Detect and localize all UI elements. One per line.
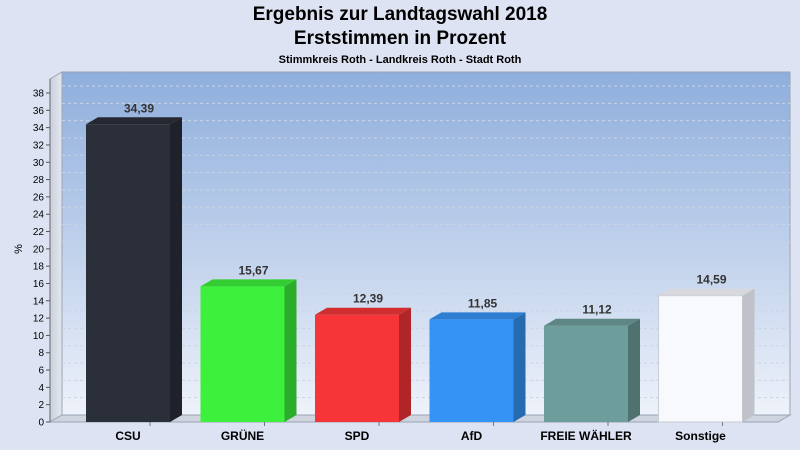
y-tick-label: 22: [33, 227, 45, 238]
bar-side: [284, 279, 297, 422]
y-tick-label: 24: [33, 210, 45, 221]
bar-top: [315, 307, 411, 315]
chart-subtitle: Erststimmen in Prozent: [293, 28, 507, 49]
y-tick-label: 18: [33, 262, 45, 273]
data-label: 34,39: [124, 101, 154, 115]
x-tick-label: Sonstige: [675, 429, 726, 443]
chart-title: Ergebnis zur Landtagswahl 2018: [252, 4, 548, 25]
y-tick-label: 28: [33, 175, 45, 186]
bar-top: [544, 318, 640, 326]
bar-side: [170, 117, 182, 422]
bar-side: [628, 318, 640, 422]
bar-sonstige: [658, 295, 743, 423]
x-tick-label: GRÜNE: [221, 428, 264, 443]
data-label: 11,85: [468, 296, 498, 310]
y-tick-label: 14: [33, 296, 45, 307]
y-tick-label: 8: [38, 348, 44, 359]
data-label: 14,59: [696, 273, 726, 287]
y-tick-label: 12: [33, 314, 45, 325]
left-wall: [49, 71, 63, 423]
data-label: 12,39: [353, 292, 383, 306]
x-tick-label: CSU: [115, 429, 140, 443]
y-tick-label: 32: [33, 140, 45, 151]
x-tick-label: SPD: [345, 429, 370, 443]
y-axis-label: %: [13, 244, 25, 254]
bar-afd: [429, 319, 514, 422]
chart-region: Stimmkreis Roth - Landkreis Roth - Stadt…: [278, 54, 522, 66]
bar-top: [658, 288, 755, 296]
bar-top: [429, 312, 526, 320]
bar-spd: [315, 314, 399, 422]
bar-top: [200, 279, 297, 287]
bar-csu: [86, 124, 170, 422]
x-tick-label: FREIE WÄHLER: [540, 428, 632, 443]
bar-freie-wähler: [544, 325, 628, 422]
y-tick-label: 26: [33, 192, 45, 203]
y-tick-label: 2: [38, 400, 44, 411]
y-tick-label: 38: [33, 89, 45, 100]
y-tick-label: 0: [38, 418, 44, 429]
bar-side: [742, 288, 755, 422]
y-tick-label: 30: [33, 158, 45, 169]
data-label: 11,12: [582, 303, 612, 317]
bar-side: [399, 307, 411, 422]
data-label: 15,67: [238, 263, 268, 277]
y-tick-label: 4: [38, 383, 44, 394]
x-tick-label: AfD: [461, 429, 483, 443]
y-tick-label: 36: [33, 106, 45, 117]
y-tick-label: 16: [33, 279, 45, 290]
y-tick-label: 34: [33, 123, 45, 134]
bar-top: [86, 117, 182, 125]
y-tick-label: 6: [38, 366, 44, 377]
bar-grüne: [200, 286, 285, 422]
bar-side: [513, 312, 526, 422]
y-tick-label: 20: [33, 244, 45, 255]
y-tick-label: 10: [33, 331, 45, 342]
